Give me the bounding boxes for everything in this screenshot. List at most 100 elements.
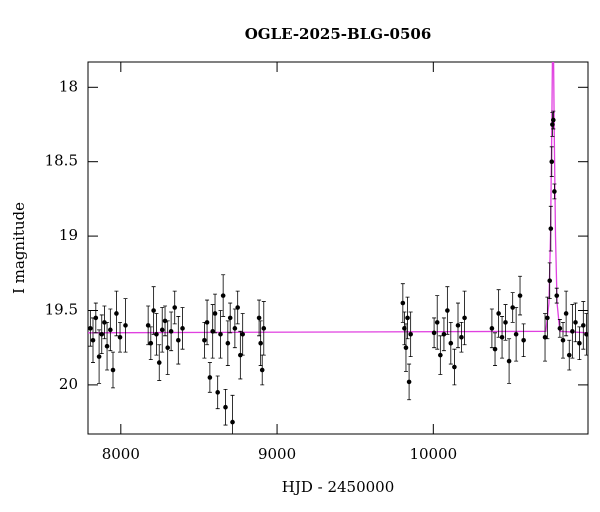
data-point [227, 315, 233, 321]
data-point [554, 293, 560, 298]
plot-area [88, 62, 588, 434]
data-point [148, 340, 154, 346]
data-point [104, 343, 110, 349]
y-tick-label: 18 [59, 77, 78, 95]
data-point [259, 367, 265, 373]
data-point [400, 300, 406, 306]
y-tick-label: 19 [59, 226, 78, 244]
data-point [459, 334, 464, 340]
data-point [223, 404, 228, 410]
data-point [123, 323, 128, 328]
data-point [570, 329, 575, 334]
data-point [258, 340, 263, 346]
data-point [117, 334, 123, 340]
data-point [232, 326, 238, 331]
data-point [510, 305, 515, 310]
data-point [584, 332, 588, 337]
data-point [566, 352, 572, 358]
data-point [506, 358, 512, 364]
data-point [503, 320, 508, 325]
data-point [90, 337, 96, 343]
data-point [235, 305, 240, 310]
data-point [452, 364, 457, 370]
y-tick-label: 19.5 [45, 300, 78, 318]
data-point [159, 327, 165, 333]
data-point [162, 318, 168, 324]
data-point [438, 352, 443, 358]
data-point [215, 390, 220, 395]
chart-title: OGLE-2025-BLG-0506 [245, 25, 432, 43]
data-point [581, 323, 586, 328]
data-point [402, 326, 407, 331]
data-point [218, 332, 223, 337]
data-point [110, 367, 116, 373]
data-point [403, 345, 409, 350]
data-point [496, 311, 501, 316]
data-point [445, 308, 450, 313]
data-point [441, 332, 447, 337]
data-point [545, 315, 550, 321]
data-point [548, 226, 554, 231]
data-point [455, 323, 461, 328]
data-point [448, 340, 454, 346]
data-point [513, 332, 519, 337]
data-point [176, 337, 181, 343]
data-point [154, 332, 159, 337]
data-point [492, 346, 498, 352]
y-tick-label: 18.5 [45, 152, 78, 170]
data-point [406, 379, 412, 385]
data-point [202, 337, 207, 343]
y-axis-label: I magnitude [10, 202, 28, 294]
x-tick-label: 10000 [409, 445, 457, 463]
data-point [220, 293, 226, 298]
data-point [88, 326, 93, 331]
data-point [172, 305, 178, 310]
data-point [563, 311, 569, 316]
data-point [550, 122, 555, 127]
data-point [207, 375, 213, 380]
data-point [261, 326, 267, 331]
data-point [573, 320, 578, 325]
data-point [489, 326, 495, 331]
plot-frame [87, 61, 589, 435]
data-point [434, 320, 440, 325]
data-point [114, 311, 119, 316]
data-point [238, 352, 243, 358]
data-point [204, 320, 210, 325]
data-point [560, 337, 566, 343]
data-point [408, 332, 413, 337]
data-point [499, 334, 505, 340]
data-point [156, 360, 162, 365]
data-point [212, 311, 218, 316]
data-point [102, 320, 107, 325]
data-point [151, 308, 156, 313]
data-point [549, 159, 555, 164]
data-point [108, 327, 113, 333]
y-tick-label: 20 [59, 375, 78, 393]
x-tick-label: 8000 [102, 445, 140, 463]
data-point [240, 332, 245, 337]
data-point [517, 293, 523, 298]
data-point [96, 354, 102, 359]
data-point [551, 117, 556, 123]
data-point [99, 332, 105, 337]
data-point [521, 337, 526, 343]
data-point [230, 419, 235, 425]
data-point [93, 315, 99, 321]
data-point [462, 315, 467, 321]
data-point [431, 330, 437, 336]
data-point [256, 315, 262, 321]
x-tick-label: 9000 [258, 445, 296, 463]
x-axis-label: HJD - 2450000 [282, 478, 395, 496]
model-curve [88, 62, 588, 334]
data-point [557, 326, 563, 331]
data-point [547, 278, 553, 284]
data-point [405, 315, 410, 321]
data-point [225, 340, 231, 346]
data-point [552, 189, 557, 194]
data-point [180, 326, 185, 331]
data-point [577, 340, 582, 346]
data-point [165, 345, 170, 350]
